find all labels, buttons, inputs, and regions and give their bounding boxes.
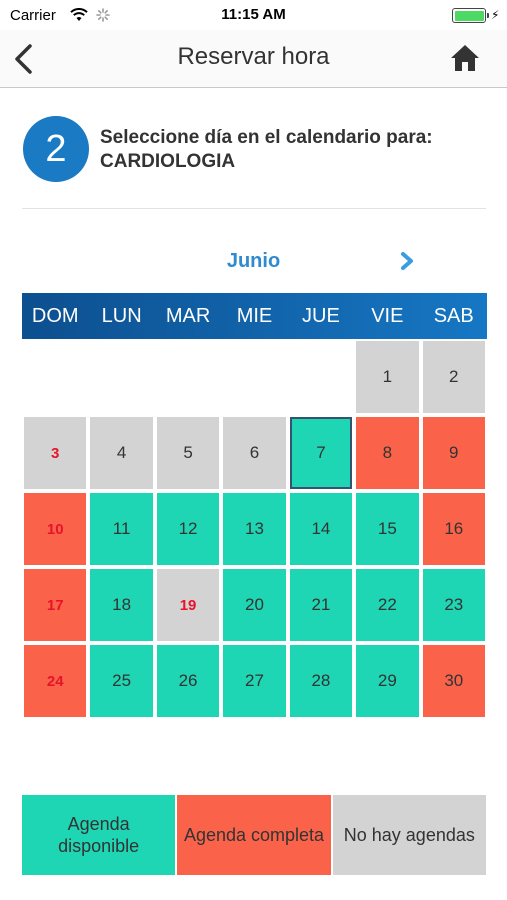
weekday-header: DOM LUN MAR MIE JUE VIE SAB <box>22 293 487 339</box>
weekday-dom: DOM <box>31 305 79 327</box>
calendar-day-9: 9 <box>420 415 487 491</box>
calendar-day-25[interactable]: 25 <box>88 643 155 719</box>
calendar-day-13[interactable]: 13 <box>221 491 288 567</box>
navigation-bar: Reservar hora <box>0 30 507 88</box>
step-number-badge: 2 <box>23 116 89 182</box>
weekday-sab: SAB <box>433 305 474 327</box>
calendar-empty-cell <box>154 339 222 415</box>
calendar-empty-cell <box>22 339 89 415</box>
calendar-day-23[interactable]: 23 <box>420 567 487 643</box>
legend-available-line2: disponible <box>58 836 140 856</box>
legend-available: Agenda disponible <box>22 795 178 875</box>
calendar-empty-cell <box>287 339 355 415</box>
step-instruction-text: Seleccione día en el calendario para: <box>100 127 433 148</box>
step-instructions: Seleccione día en el calendario para: CA… <box>100 126 433 174</box>
page-title: Reservar hora <box>177 43 330 70</box>
calendar-day-22[interactable]: 22 <box>354 567 421 643</box>
calendar-day-20[interactable]: 20 <box>221 567 288 643</box>
chevron-right-icon[interactable] <box>397 250 417 272</box>
calendar-day-28[interactable]: 28 <box>287 643 355 719</box>
calendar-day-17: 17 <box>22 567 89 643</box>
weekday-vie: VIE <box>371 305 404 327</box>
weekday-jue: JUE <box>302 305 340 327</box>
battery-icon <box>452 8 489 23</box>
legend: Agenda disponible Agenda completa No hay… <box>22 795 486 875</box>
status-time: 11:15 AM <box>221 6 286 23</box>
back-chevron-icon[interactable] <box>10 42 40 76</box>
calendar-day-8: 8 <box>354 415 421 491</box>
month-label: Junio <box>226 250 281 272</box>
calendar-day-21[interactable]: 21 <box>287 567 355 643</box>
calendar-day-10: 10 <box>22 491 89 567</box>
calendar-day-7[interactable]: 7 <box>287 415 355 491</box>
calendar-day-18[interactable]: 18 <box>88 567 155 643</box>
calendar-day-11[interactable]: 11 <box>88 491 155 567</box>
calendar-day-3: 3 <box>22 415 89 491</box>
calendar-day-6: 6 <box>221 415 288 491</box>
calendar-day-27[interactable]: 27 <box>221 643 288 719</box>
charging-icon: ⚡ <box>491 8 500 22</box>
calendar-day-30: 30 <box>420 643 487 719</box>
calendar-day-12[interactable]: 12 <box>154 491 222 567</box>
calendar-day-5: 5 <box>154 415 222 491</box>
calendar-day-1: 1 <box>354 339 421 415</box>
weekday-mie: MIE <box>236 305 273 327</box>
status-bar: Carrier 11:15 AM ⚡ <box>0 0 507 30</box>
legend-full: Agenda completa <box>177 795 333 875</box>
calendar-day-2: 2 <box>420 339 487 415</box>
divider <box>22 208 486 209</box>
calendar-day-26[interactable]: 26 <box>154 643 222 719</box>
home-icon[interactable] <box>449 42 481 74</box>
wifi-icon <box>70 8 88 21</box>
calendar-empty-cell <box>88 339 155 415</box>
calendar-grid: 1 2 3 4 5 6 7 8 9 10 11 12 13 14 15 16 17 18 19 20 21 22 23 24 2… <box>22 339 487 719</box>
calendar-day-19: 19 <box>154 567 222 643</box>
calendar-day-29[interactable]: 29 <box>354 643 421 719</box>
weekday-mar: MAR <box>165 305 211 327</box>
battery-level <box>454 10 484 21</box>
calendar-day-16: 16 <box>420 491 487 567</box>
legend-available-line1: Agenda <box>67 814 130 834</box>
calendar-empty-cell <box>221 339 288 415</box>
legend-none: No hay agendas <box>332 795 486 875</box>
specialty-name: CARDIOLOGIA <box>100 151 236 172</box>
activity-icon <box>96 8 110 22</box>
calendar-day-24: 24 <box>22 643 89 719</box>
weekday-lun: LUN <box>101 305 142 327</box>
calendar-day-14[interactable]: 14 <box>287 491 355 567</box>
calendar-day-4: 4 <box>88 415 155 491</box>
carrier-label: Carrier <box>10 7 56 24</box>
calendar-day-15[interactable]: 15 <box>354 491 421 567</box>
